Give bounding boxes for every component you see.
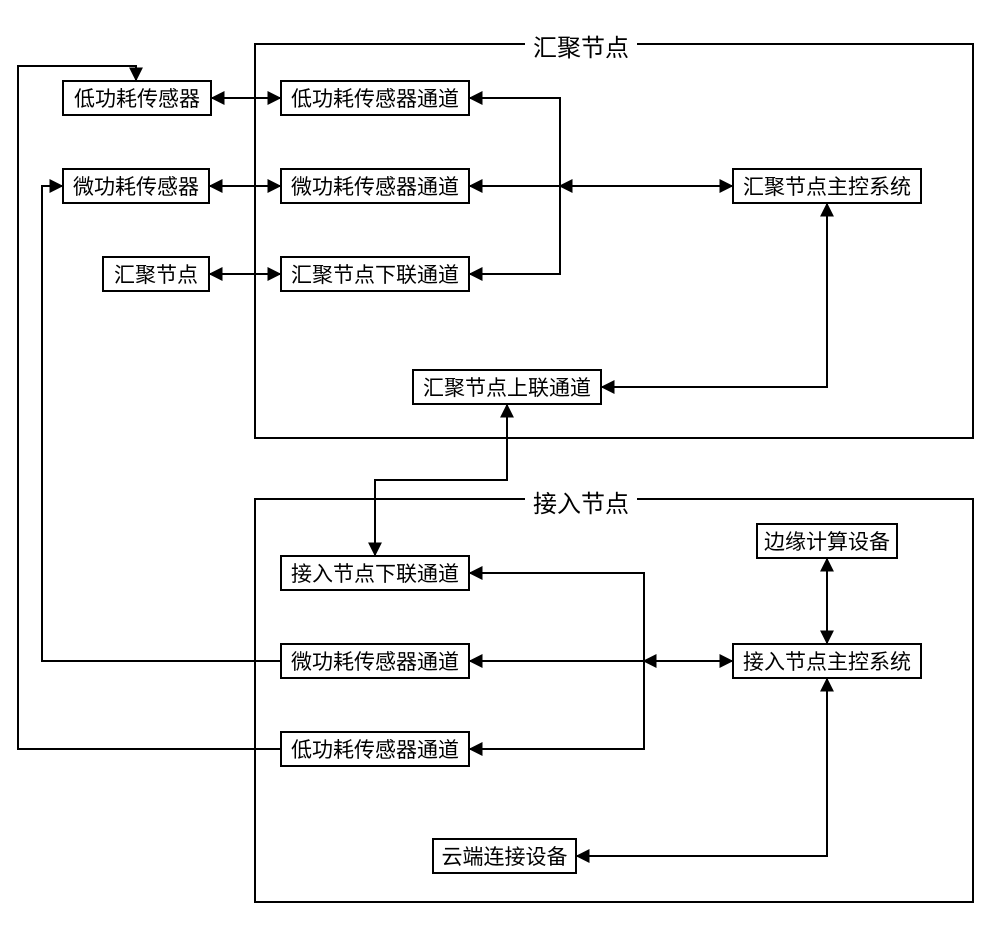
- node-acc-ch-low: 低功耗传感器通道: [280, 731, 470, 767]
- node-sensor-micro: 微功耗传感器: [62, 168, 210, 204]
- node-cloud-dev: 云端连接设备: [432, 838, 577, 874]
- node-acc-main: 接入节点主控系统: [732, 643, 922, 679]
- node-agg-ch-up: 汇聚节点上联通道: [412, 369, 602, 405]
- node-agg-ext: 汇聚节点: [102, 256, 210, 292]
- node-edge-dev: 边缘计算设备: [756, 523, 898, 559]
- group-access-title: 接入节点: [525, 484, 637, 519]
- node-agg-ch-micro: 微功耗传感器通道: [280, 168, 470, 204]
- node-sensor-low: 低功耗传感器: [62, 80, 212, 116]
- node-acc-ch-down: 接入节点下联通道: [280, 555, 470, 591]
- group-agg-title: 汇聚节点: [525, 28, 637, 63]
- diagram-canvas: 汇聚节点 接入节点 低功耗传感器 微功耗传感器 汇聚节点 低功耗传感器通道 微功…: [0, 0, 1000, 925]
- node-agg-ch-down: 汇聚节点下联通道: [280, 256, 470, 292]
- node-agg-ch-low: 低功耗传感器通道: [280, 80, 470, 116]
- node-agg-main: 汇聚节点主控系统: [732, 168, 922, 204]
- node-acc-ch-micro: 微功耗传感器通道: [280, 643, 470, 679]
